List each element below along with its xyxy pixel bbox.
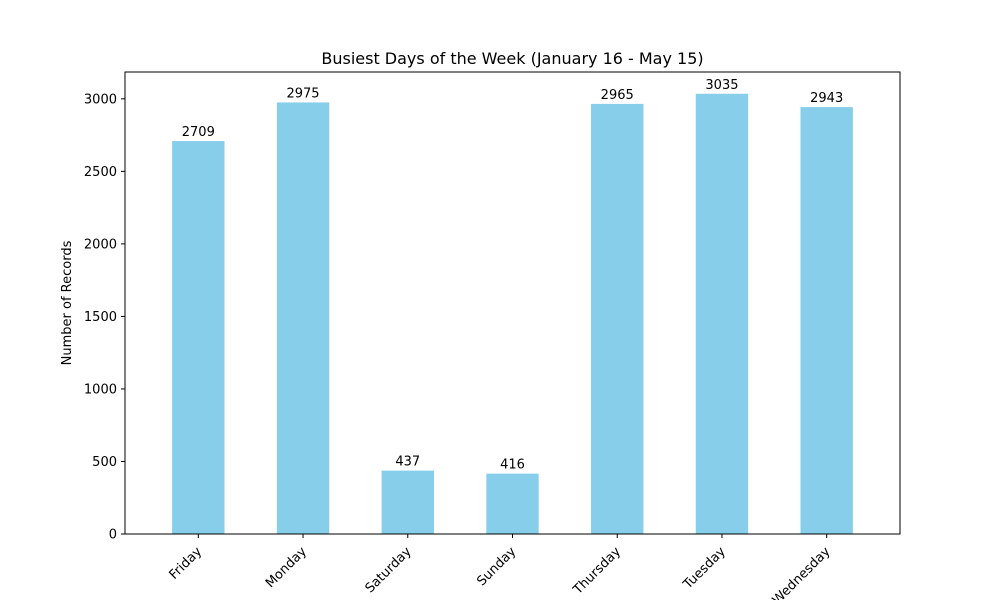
bar-saturday <box>381 470 434 534</box>
y-tick-label: 500 <box>92 455 117 470</box>
data-label-wednesday: 2943 <box>810 91 843 106</box>
x-tick-label-monday: Monday <box>263 544 310 591</box>
data-label-saturday: 437 <box>395 455 420 470</box>
y-tick-label: 3000 <box>84 92 117 107</box>
chart-title: Busiest Days of the Week (January 16 - M… <box>321 49 703 68</box>
bar-tuesday <box>695 93 749 534</box>
bars-group <box>172 93 853 535</box>
x-tick-label-sunday: Sunday <box>474 544 519 589</box>
data-labels-group: 2709 2975 437 416 2965 3035 2943 <box>182 78 843 473</box>
bar-friday <box>172 141 225 535</box>
x-axis: Friday Monday Saturday Sunday Thursday Tuesda… <box>167 534 834 600</box>
data-label-monday: 2975 <box>286 86 319 101</box>
plot-frame <box>124 71 901 535</box>
bar-thursday <box>591 103 644 535</box>
y-axis: 0 500 1000 1500 2000 2500 3000 <box>84 92 125 543</box>
x-tick-label-wednesday: Wednesday <box>770 544 834 600</box>
bar-sunday <box>486 473 539 534</box>
bar-wednesday <box>800 107 853 534</box>
y-tick-label: 1500 <box>84 310 117 325</box>
x-tick-label-tuesday: Tuesday <box>680 544 729 593</box>
y-tick-label: 1000 <box>84 382 117 397</box>
bar-monday <box>276 102 330 534</box>
data-label-friday: 2709 <box>182 125 215 140</box>
y-tick-label: 0 <box>109 528 117 543</box>
data-label-sunday: 416 <box>500 458 525 473</box>
y-tick-label: 2500 <box>84 165 117 180</box>
y-tick-label: 2000 <box>84 237 117 252</box>
x-tick-label-thursday: Thursday <box>570 544 624 598</box>
data-label-thursday: 2965 <box>601 88 634 103</box>
data-label-tuesday: 3035 <box>705 78 738 93</box>
x-tick-label-friday: Friday <box>167 544 206 583</box>
x-tick-label-saturday: Saturday <box>363 544 415 596</box>
y-axis-label: Number of Records <box>60 240 75 365</box>
